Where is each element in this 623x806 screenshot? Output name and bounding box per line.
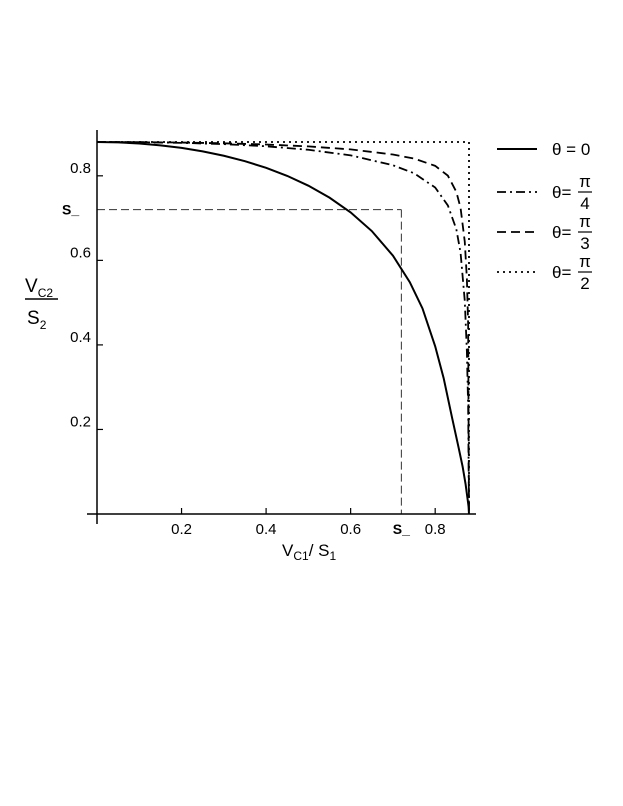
x-tick-label: 0.2 [171,521,192,538]
series-line-2 [96,141,470,515]
svg-text:VC2: VC2 [25,276,53,300]
svg-text:S2: S2 [27,308,47,332]
legend-label-0: θ = 0 [552,140,590,159]
x-axis-label: VC1/ S1 [282,541,336,563]
y-tick-label: 0.2 [70,413,91,430]
legend-fraction-num-1: π [579,172,591,191]
legend-label-1: θ= [552,183,571,202]
legend-fraction-num-2: π [579,212,591,231]
axes [87,130,476,524]
x-tick-label: 0.6 [340,521,361,538]
series-line-1 [96,141,470,515]
legend-fraction-den-1: 4 [580,194,589,213]
legend: θ = 0θ=π4θ=π3θ=π2 [497,140,592,293]
y-axis-label: VC2 S2 [25,276,58,332]
y-tick-label: 0.4 [70,329,91,346]
legend-label-2: θ= [552,223,571,242]
legend-label-3: θ= [552,263,571,282]
legend-fraction-den-2: 3 [580,234,589,253]
marker-label-x: S_ [393,521,410,537]
plot-area [96,141,470,515]
legend-fraction-den-3: 2 [580,274,589,293]
legend-fraction-num-3: π [579,252,591,271]
series-line-3 [97,141,470,514]
svg-text:VC1/ S1: VC1/ S1 [282,541,336,563]
x-tick-label: 0.8 [425,521,446,538]
y-tick-label: 0.8 [70,160,91,177]
ticks: 0.2 0.4 0.6 0.8 0.2 0.4 0.6 0.8 S_ S_ [62,160,446,538]
series-line-0 [96,141,470,515]
x-tick-label: 0.4 [256,521,277,538]
marker-label-y: S_ [62,202,79,218]
y-tick-label: 0.6 [70,244,91,261]
